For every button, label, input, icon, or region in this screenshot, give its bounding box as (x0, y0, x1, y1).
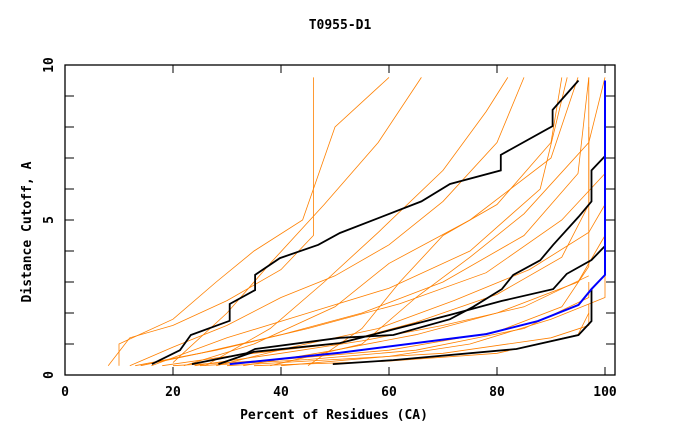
black-series-1 (332, 289, 593, 365)
orange-series-6 (199, 282, 590, 367)
orange-series-2 (129, 77, 525, 367)
blue-series-0 (229, 80, 606, 366)
orange-series-11 (280, 275, 606, 367)
plot-frame (64, 64, 616, 376)
orange-series-9 (183, 77, 579, 367)
orange-series-13 (307, 77, 563, 367)
orange-series-5 (172, 127, 590, 367)
orange-series-7 (226, 303, 590, 367)
plot-lines (107, 77, 606, 367)
orange-series-0 (107, 77, 314, 366)
axis-ticks: 0 20 40 60 80 100 0 5 10 (42, 57, 617, 400)
y-tick-label: 5 (42, 216, 57, 224)
x-tick-label: 20 (165, 385, 181, 400)
black-series-3 (218, 245, 606, 365)
black-series-0 (151, 79, 580, 365)
x-tick-label: 0 (61, 385, 69, 400)
x-tick-label: 80 (489, 385, 505, 400)
y-tick-label: 0 (42, 371, 57, 379)
orange-series-17 (135, 173, 606, 367)
orange-series-15 (243, 235, 606, 367)
chart-title: T0955-D1 (309, 18, 372, 33)
x-tick-label: 60 (381, 385, 397, 400)
y-tick-label: 10 (42, 57, 57, 73)
orange-series-10 (205, 77, 509, 367)
x-tick-label: 100 (593, 385, 617, 400)
orange-series-19 (172, 77, 422, 363)
black-series-2 (191, 155, 606, 365)
x-axis-label: Percent of Residues (CA) (240, 408, 428, 423)
orange-series-1 (118, 77, 390, 366)
orange-series-12 (151, 77, 568, 367)
orange-series-18 (270, 77, 606, 367)
x-tick-label: 40 (273, 385, 289, 400)
y-axis-label: Distance Cutoff, A (20, 161, 35, 302)
orange-series-3 (140, 77, 590, 367)
